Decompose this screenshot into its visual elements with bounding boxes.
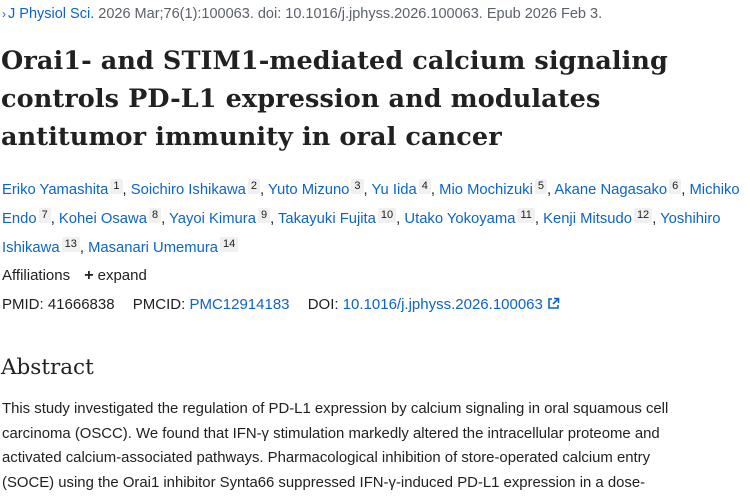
affiliations-expand-button[interactable]: + expand <box>84 267 147 284</box>
plus-icon: + <box>84 267 94 284</box>
external-link-icon <box>548 297 560 309</box>
abstract-line: carcinoma (OSCC). We found that IFN-γ st… <box>2 425 660 442</box>
affiliation-number[interactable]: 2 <box>247 179 260 194</box>
affiliation-number[interactable]: 8 <box>148 208 162 223</box>
article-title: Orai1- and STIM1-mediated calcium signal… <box>1 46 668 152</box>
author-name-link[interactable]: Michiko Endo <box>2 182 740 227</box>
author-name-link[interactable]: Kenji Mitsudo <box>543 211 632 227</box>
affiliation-number[interactable]: 7 <box>38 208 51 223</box>
author-entry: Utako Yokoyama 11 <box>404 208 535 227</box>
author-name-link[interactable]: Kohei Osawa <box>58 211 147 227</box>
author-name-link[interactable]: Utako Yokoyama <box>404 211 516 227</box>
pmid-label: PMID: <box>2 296 44 313</box>
author-entry: Mio Mochizuki 5 <box>439 179 547 198</box>
affiliation-number[interactable]: 14 <box>219 237 239 252</box>
identifiers-row: PMID: 41666838 PMCID: PMC12914183 DOI: 1… <box>2 295 560 315</box>
author-entry: Michiko Endo 7 <box>2 182 740 227</box>
author-name-link[interactable]: Yoshihiro Ishikawa <box>2 211 721 256</box>
affiliation-number[interactable]: 5 <box>534 179 547 194</box>
abstract-heading: Abstract <box>1 355 94 380</box>
doi-label: DOI: <box>307 296 339 313</box>
affiliation-number[interactable]: 12 <box>633 208 653 223</box>
affiliation-number[interactable]: 13 <box>61 237 80 252</box>
author-entry: Yuto Mizuno 3 <box>267 179 364 198</box>
affiliation-number[interactable]: 9 <box>257 208 271 223</box>
author-name-link[interactable]: Masanari Umemura <box>88 240 218 256</box>
author-entry: Masanari Umemura 14 <box>88 237 239 256</box>
citation-details: 2026 Mar;76(1):100063. doi: 10.1016/j.jp… <box>98 6 603 22</box>
author-entry: Yu Iida 4 <box>371 179 431 198</box>
abstract-line: (SOCE) using the Orai1 inhibitor Synta66… <box>2 474 646 491</box>
author-name-link[interactable]: Akane Nagasako <box>554 182 668 198</box>
affiliation-number[interactable]: 1 <box>110 179 123 194</box>
author-name-link[interactable]: Yu Iida <box>371 182 417 198</box>
abstract-text: This study investigated the regulation o… <box>2 397 748 495</box>
doi-link[interactable]: 10.1016/j.jphyss.2026.100063 <box>343 296 560 313</box>
author-entry: Takayuki Fujita 10 <box>278 208 397 227</box>
pmid-value: 41666838 <box>47 296 115 313</box>
authors-list: Eriko Yamashita 1, Soichiro Ishikawa 2, Yu… <box>2 179 740 256</box>
author-name-link[interactable]: Yayoi Kimura <box>169 211 256 227</box>
author-name-link[interactable]: Eriko Yamashita <box>2 182 109 198</box>
author-name-link[interactable]: Soichiro Ishikawa <box>130 182 246 198</box>
author-entry: Eriko Yamashita 1 <box>2 179 123 198</box>
author-name-link[interactable]: Takayuki Fujita <box>278 211 376 227</box>
affiliation-number[interactable]: 11 <box>517 208 535 223</box>
author-entry: Soichiro Ishikawa 2 <box>130 179 260 198</box>
author-name-link[interactable]: Yuto Mizuno <box>267 182 350 198</box>
author-entry: Kohei Osawa 8 <box>58 208 162 227</box>
pmcid-link[interactable]: PMC12914183 <box>189 296 290 313</box>
affiliation-number[interactable]: 10 <box>377 208 397 223</box>
author-entry: Akane Nagasako 6 <box>554 179 682 198</box>
citation-line: › J Physiol Sci. 2026 Mar;76(1):100063. d… <box>2 4 602 24</box>
affiliations-label: Affiliations <box>2 267 71 284</box>
expand-label: expand <box>97 267 147 284</box>
author-name-link[interactable]: Mio Mochizuki <box>439 182 533 198</box>
affiliations-row: Affiliations + expand <box>2 266 147 286</box>
journal-link[interactable]: J Physiol Sci. <box>8 6 95 22</box>
abstract-line: This study investigated the regulation o… <box>2 401 669 417</box>
chevron-down-icon[interactable]: › <box>2 7 6 21</box>
pmcid-label: PMCID: <box>132 296 186 313</box>
affiliation-number[interactable]: 4 <box>418 179 431 194</box>
doi-value: 10.1016/j.jphyss.2026.100063 <box>342 296 543 313</box>
author-entry: Yoshihiro Ishikawa 13 <box>2 211 721 256</box>
affiliation-number[interactable]: 6 <box>669 179 682 194</box>
author-entry: Kenji Mitsudo 12 <box>543 208 653 227</box>
abstract-line: activated calcium-associated pathways. P… <box>2 450 651 466</box>
affiliation-number[interactable]: 3 <box>351 179 364 194</box>
author-entry: Yayoi Kimura 9 <box>169 208 271 227</box>
